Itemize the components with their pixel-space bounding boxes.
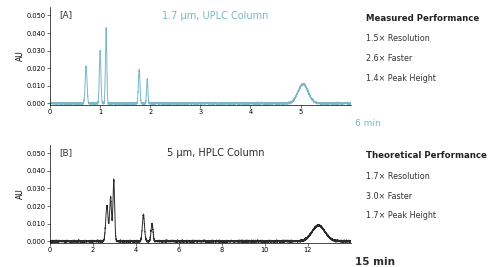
Text: Theoretical Performance: Theoretical Performance: [366, 151, 487, 160]
Text: 3.0× Faster: 3.0× Faster: [366, 192, 412, 201]
Y-axis label: AU: AU: [16, 188, 26, 199]
Text: 1.7× Peak Height: 1.7× Peak Height: [366, 211, 436, 221]
Text: [B]: [B]: [59, 148, 72, 158]
Y-axis label: AU: AU: [16, 50, 26, 61]
Text: [A]: [A]: [59, 11, 72, 19]
Text: Measured Performance: Measured Performance: [366, 14, 480, 23]
Text: 2.6× Faster: 2.6× Faster: [366, 54, 412, 63]
Text: 1.5× Resolution: 1.5× Resolution: [366, 34, 430, 43]
Text: 15 min: 15 min: [355, 257, 395, 267]
Text: 6 min: 6 min: [355, 119, 380, 128]
Text: 1.7 μm, UPLC Column: 1.7 μm, UPLC Column: [162, 11, 268, 21]
Text: 1.4× Peak Height: 1.4× Peak Height: [366, 74, 436, 83]
Text: 1.7× Resolution: 1.7× Resolution: [366, 172, 430, 181]
Text: 5 μm, HPLC Column: 5 μm, HPLC Column: [166, 148, 264, 158]
